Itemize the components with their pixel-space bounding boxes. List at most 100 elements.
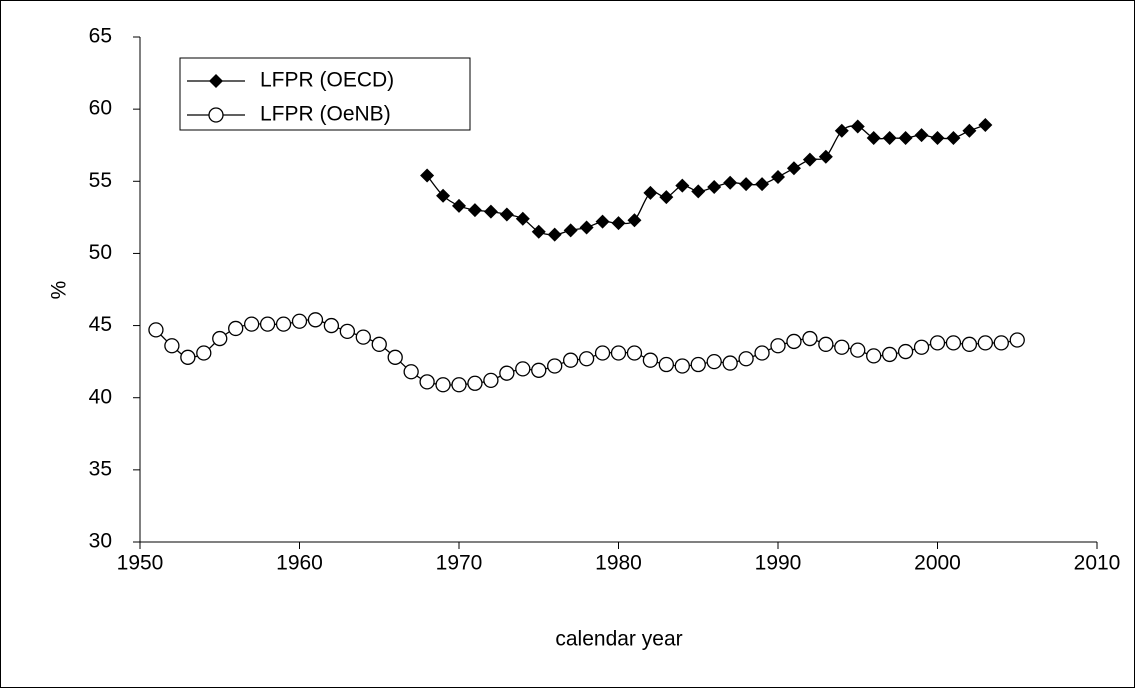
y-tick-label: 60 bbox=[89, 97, 112, 120]
marker-diamond bbox=[531, 224, 546, 239]
marker-circle bbox=[419, 374, 435, 390]
y-tick-label: 55 bbox=[89, 169, 112, 192]
y-tick-label: 45 bbox=[89, 313, 112, 336]
marker-diamond bbox=[930, 131, 945, 145]
marker-diamond bbox=[978, 118, 993, 133]
marker-circle bbox=[578, 351, 595, 367]
marker-diamond bbox=[659, 190, 674, 205]
marker-diamond bbox=[898, 131, 913, 145]
x-tick-label: 2000 bbox=[914, 552, 961, 575]
marker-circle bbox=[610, 345, 627, 361]
marker-diamond bbox=[707, 180, 722, 195]
marker-circle bbox=[451, 377, 467, 393]
marker-circle bbox=[626, 345, 643, 361]
marker-circle bbox=[786, 333, 802, 350]
marker-circle bbox=[228, 320, 244, 337]
x-tick-label: 2010 bbox=[1074, 552, 1121, 575]
y-axis-label: % bbox=[48, 281, 71, 300]
marker-diamond bbox=[786, 161, 801, 176]
marker-circle bbox=[642, 352, 659, 368]
y-tick-label: 50 bbox=[89, 241, 112, 264]
marker-diamond bbox=[691, 184, 706, 199]
marker-circle bbox=[323, 317, 340, 334]
marker-circle bbox=[467, 375, 483, 391]
marker-circle bbox=[243, 316, 260, 332]
marker-diamond bbox=[467, 203, 482, 218]
marker-circle bbox=[355, 329, 371, 345]
marker-circle bbox=[180, 349, 196, 365]
marker-diamond bbox=[882, 131, 897, 145]
marker-circle bbox=[196, 345, 212, 361]
marker-circle bbox=[834, 339, 850, 355]
marker-circle bbox=[387, 349, 403, 365]
marker-circle bbox=[594, 345, 611, 361]
marker-circle bbox=[945, 335, 962, 351]
marker-circle bbox=[435, 377, 451, 393]
marker-circle bbox=[897, 343, 914, 360]
marker-circle bbox=[738, 351, 754, 367]
y-tick-label: 40 bbox=[89, 385, 112, 408]
marker-diamond bbox=[209, 74, 223, 88]
marker-circle bbox=[913, 339, 930, 355]
marker-circle bbox=[658, 356, 674, 373]
marker-diamond bbox=[723, 175, 738, 190]
marker-diamond bbox=[962, 123, 977, 138]
marker-diamond bbox=[850, 119, 865, 134]
marker-circle bbox=[929, 335, 946, 351]
marker-circle bbox=[563, 352, 579, 368]
marker-circle bbox=[547, 358, 563, 374]
marker-circle bbox=[674, 358, 690, 374]
legend-box bbox=[179, 57, 471, 131]
marker-circle bbox=[499, 365, 515, 381]
marker-diamond bbox=[420, 168, 435, 183]
marker-diamond bbox=[771, 169, 785, 184]
marker-diamond bbox=[452, 198, 466, 213]
marker-diamond bbox=[643, 185, 658, 200]
marker-circle bbox=[212, 330, 228, 347]
marker-circle bbox=[208, 107, 224, 123]
marker-circle bbox=[371, 336, 387, 352]
y-tick-label: 35 bbox=[89, 457, 112, 480]
x-tick-label: 1980 bbox=[595, 552, 642, 575]
marker-circle bbox=[148, 322, 164, 338]
marker-diamond bbox=[755, 177, 770, 192]
marker-diamond bbox=[563, 223, 578, 238]
marker-circle bbox=[850, 342, 866, 358]
legend-label: LFPR (OECD) bbox=[260, 69, 394, 92]
marker-diamond bbox=[866, 131, 881, 145]
marker-circle bbox=[961, 336, 978, 352]
marker-diamond bbox=[627, 213, 642, 228]
marker-circle bbox=[770, 338, 786, 354]
marker-circle bbox=[993, 335, 1009, 351]
marker-diamond bbox=[914, 128, 929, 143]
marker-circle bbox=[339, 323, 356, 339]
marker-circle bbox=[882, 346, 898, 363]
y-tick-label: 30 bbox=[89, 530, 112, 553]
marker-diamond bbox=[818, 149, 833, 164]
marker-circle bbox=[307, 312, 324, 328]
marker-circle bbox=[291, 313, 308, 329]
x-axis-label: calendar year bbox=[555, 628, 682, 651]
marker-diamond bbox=[802, 152, 817, 167]
marker-circle bbox=[403, 364, 419, 380]
y-tick-label: 65 bbox=[89, 25, 112, 48]
marker-circle bbox=[706, 353, 722, 370]
marker-circle bbox=[164, 338, 180, 354]
marker-diamond bbox=[834, 123, 849, 138]
marker-circle bbox=[275, 316, 292, 332]
marker-circle bbox=[818, 336, 834, 352]
marker-circle bbox=[690, 356, 706, 373]
marker-diamond bbox=[515, 211, 530, 226]
marker-diamond bbox=[946, 131, 961, 145]
x-tick-label: 1960 bbox=[276, 552, 323, 575]
marker-circle bbox=[515, 361, 531, 377]
marker-diamond bbox=[483, 204, 498, 219]
x-tick-label: 1950 bbox=[117, 552, 164, 575]
marker-diamond bbox=[547, 227, 562, 242]
marker-circle bbox=[722, 355, 738, 371]
marker-circle bbox=[483, 372, 499, 389]
marker-diamond bbox=[675, 178, 690, 193]
marker-diamond bbox=[595, 214, 610, 229]
marker-circle bbox=[754, 345, 770, 361]
x-tick-label: 1990 bbox=[755, 552, 802, 575]
